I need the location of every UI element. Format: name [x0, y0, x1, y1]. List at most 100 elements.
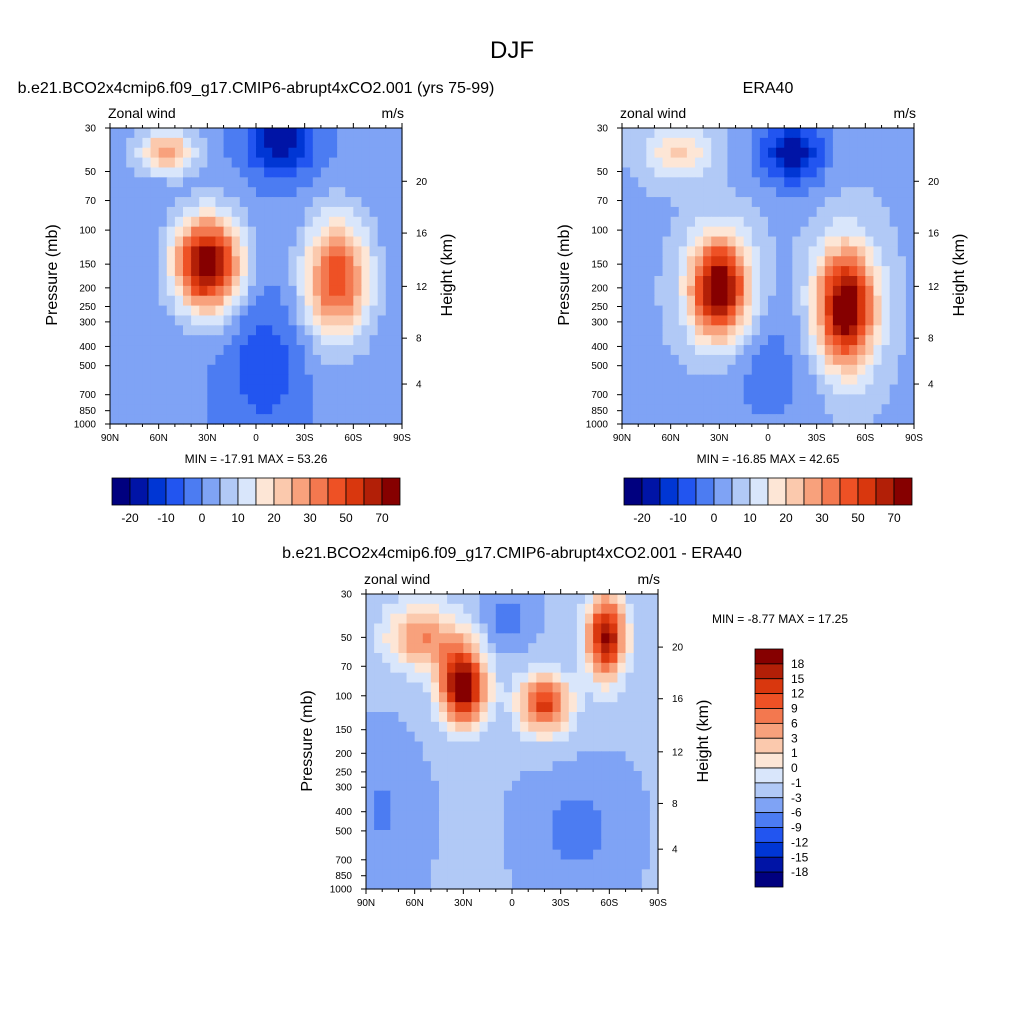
- field-cell: [808, 128, 818, 139]
- field-cell: [816, 354, 826, 366]
- field-cell: [792, 167, 802, 178]
- field-cell: [751, 197, 761, 208]
- field-cell: [585, 692, 594, 703]
- field-cell: [617, 653, 627, 664]
- field-cell: [215, 374, 225, 386]
- x-tick-label: 90S: [905, 433, 923, 444]
- field-cell: [382, 810, 391, 821]
- field-cell: [385, 325, 395, 336]
- field-cell: [727, 364, 737, 376]
- field-cell: [881, 197, 891, 208]
- field-cell: [345, 414, 354, 425]
- field-cell: [207, 335, 217, 346]
- field-cell: [560, 790, 570, 802]
- field-cell: [662, 137, 672, 149]
- field-cell: [630, 206, 639, 218]
- field-cell: [406, 761, 416, 772]
- field-cell: [304, 246, 314, 257]
- field-cell: [905, 197, 915, 208]
- field-cell: [832, 325, 842, 336]
- field-cell: [560, 839, 570, 851]
- field-cell: [816, 325, 826, 336]
- field-cell: [304, 177, 314, 188]
- field-cell: [743, 167, 753, 178]
- field-cell: [353, 285, 363, 297]
- field-cell: [447, 721, 456, 733]
- field-cell: [897, 256, 907, 267]
- field-cell: [576, 682, 586, 693]
- field-cell: [512, 653, 521, 664]
- field-cell: [422, 682, 432, 693]
- field-cell: [487, 702, 497, 713]
- y2-axis-label: Height (km): [951, 234, 968, 317]
- field-cell: [897, 167, 907, 178]
- field-cell: [369, 147, 379, 159]
- field-cell: [512, 780, 521, 792]
- field-cell: [784, 167, 793, 178]
- field-cell: [897, 345, 907, 356]
- field-cell: [800, 285, 810, 297]
- field-cell: [816, 147, 826, 159]
- field-cell: [312, 404, 322, 415]
- field-cell: [166, 414, 176, 425]
- field-cell: [256, 335, 265, 346]
- field-cell: [223, 404, 233, 415]
- field-cell: [544, 879, 554, 890]
- field-cell: [385, 354, 395, 366]
- field-cell: [353, 315, 363, 326]
- field-cell: [247, 335, 257, 346]
- field-cell: [166, 266, 176, 277]
- field-cell: [142, 246, 152, 257]
- field-cell: [247, 236, 257, 247]
- y-tick-label: 200: [335, 749, 352, 760]
- field-cell: [312, 384, 322, 395]
- field-cell: [207, 354, 217, 366]
- field-cell: [393, 285, 403, 297]
- field-cell: [841, 335, 850, 346]
- field-cell: [503, 849, 513, 861]
- field-cell: [735, 394, 745, 405]
- field-cell: [784, 285, 793, 297]
- field-cell: [832, 266, 842, 277]
- field-cell: [649, 771, 659, 782]
- field-cell: [215, 354, 225, 366]
- field-cell: [849, 414, 858, 425]
- field-cell: [345, 216, 354, 228]
- field-cell: [142, 335, 152, 346]
- field-cell: [638, 177, 647, 188]
- field-cell: [479, 702, 489, 713]
- field-cell: [377, 246, 387, 257]
- field-cell: [776, 256, 785, 267]
- field-cell: [873, 345, 883, 356]
- field-cell: [166, 374, 176, 386]
- field-cell: [422, 712, 432, 723]
- field-cell: [369, 305, 379, 317]
- field-cell: [646, 384, 656, 395]
- field-cell: [215, 216, 225, 228]
- field-cell: [288, 246, 298, 257]
- field-cell: [231, 167, 241, 178]
- field-cell: [646, 305, 656, 317]
- field-cell: [247, 256, 257, 267]
- field-cell: [377, 335, 387, 346]
- field-cell: [361, 226, 371, 238]
- field-cell: [455, 682, 464, 693]
- field-cell: [361, 157, 371, 169]
- field-cell: [430, 653, 440, 664]
- field-cell: [865, 285, 875, 297]
- field-cell: [345, 137, 354, 149]
- field-cell: [719, 167, 729, 178]
- field-cell: [703, 137, 712, 149]
- field-cell: [609, 613, 619, 625]
- field-cell: [503, 702, 513, 713]
- field-cell: [377, 128, 387, 139]
- field-cell: [641, 879, 651, 890]
- field-cell: [495, 672, 505, 684]
- field-cell: [247, 285, 257, 297]
- field-cell: [495, 839, 505, 851]
- field-cell: [630, 325, 639, 336]
- field-cell: [641, 594, 651, 605]
- field-cell: [593, 633, 602, 644]
- field-cell: [776, 197, 785, 208]
- field-cell: [390, 633, 400, 644]
